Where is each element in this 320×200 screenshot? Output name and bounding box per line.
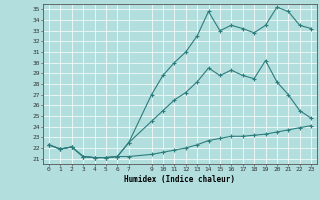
X-axis label: Humidex (Indice chaleur): Humidex (Indice chaleur) xyxy=(124,175,236,184)
